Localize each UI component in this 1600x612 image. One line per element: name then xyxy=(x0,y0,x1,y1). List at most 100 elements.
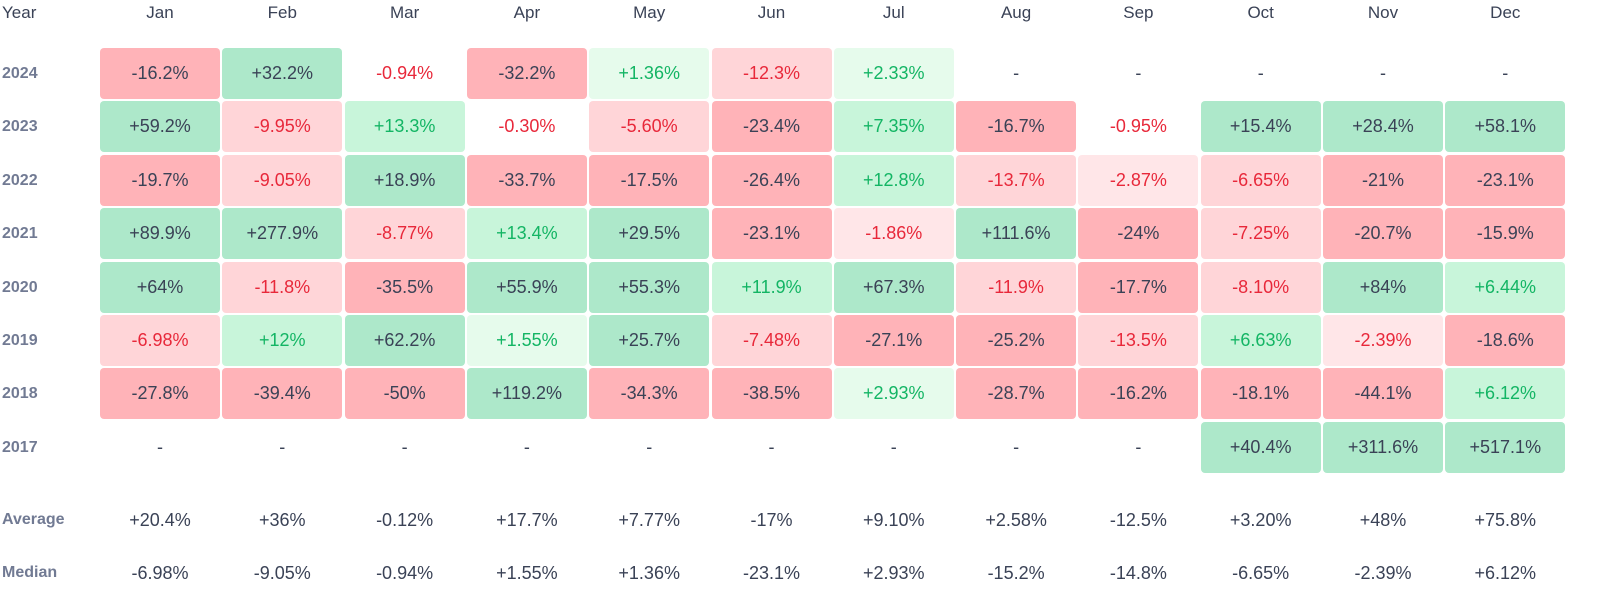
month-header-dec: Dec xyxy=(1490,3,1521,22)
return-cell-2017-jun: - xyxy=(768,436,775,457)
return-cell-2019-jun: -7.48% xyxy=(711,315,832,366)
return-cell-2018-feb: -39.4% xyxy=(222,368,343,420)
return-cell-2019-apr: +1.55% xyxy=(466,315,587,366)
return-cell-2020-jul: +67.3% xyxy=(833,261,954,313)
return-cell-2017-oct: +40.4% xyxy=(1200,421,1321,473)
median-value-jul: +2.93% xyxy=(863,563,925,583)
return-cell-2024-nov: - xyxy=(1380,63,1386,83)
return-cell-2023-sep: -0.95% xyxy=(1109,116,1167,137)
return-cell-2019-sep: -13.5% xyxy=(1078,315,1199,366)
median-value-dec: +6.12% xyxy=(1474,563,1537,583)
return-cell-2019-aug: -25.2% xyxy=(956,315,1077,366)
return-cell-2021-mar: -8.77% xyxy=(344,208,465,260)
return-cell-2023-jan: +59.2% xyxy=(100,101,220,153)
return-cell-2021-jul: -1.86% xyxy=(833,208,954,260)
return-cell-2021-may: +29.5% xyxy=(589,208,710,260)
return-cell-2020-aug: -11.9% xyxy=(956,261,1077,313)
return-cell-2019-mar: +62.2% xyxy=(344,315,465,366)
median-value-nov: -2.39% xyxy=(1354,563,1412,583)
average-value-jul: +9.10% xyxy=(863,510,925,530)
median-value-aug: -15.2% xyxy=(987,563,1045,583)
month-header-aug: Aug xyxy=(1000,3,1032,22)
average-value-mar: -0.12% xyxy=(376,510,434,530)
month-header-apr: Apr xyxy=(513,3,541,22)
return-cell-2020-may: +55.3% xyxy=(589,261,710,313)
average-value-jan: +20.4% xyxy=(129,510,191,530)
return-cell-2022-oct: -6.65% xyxy=(1200,154,1321,206)
year-label-2017: 2017 xyxy=(2,438,38,456)
year-label-2018: 2018 xyxy=(2,385,38,403)
return-cell-2019-jan: -6.98% xyxy=(100,315,220,366)
average-value-dec: +75.8% xyxy=(1474,510,1537,530)
month-header-mar: Mar xyxy=(389,3,420,22)
return-cell-2021-jun: -23.1% xyxy=(711,208,832,260)
return-cell-2017-aug: - xyxy=(1013,436,1020,457)
return-cell-2020-nov: +84% xyxy=(1323,261,1443,313)
return-cell-2024-jul: +2.33% xyxy=(833,48,954,99)
return-cell-2022-aug: -13.7% xyxy=(956,154,1077,206)
return-cell-2023-oct: +15.4% xyxy=(1200,101,1321,153)
return-cell-2017-jan: - xyxy=(157,436,163,457)
median-value-sep: -14.8% xyxy=(1109,563,1167,583)
return-cell-2023-aug: -16.7% xyxy=(956,101,1077,153)
average-value-oct: +3.20% xyxy=(1229,510,1292,530)
return-cell-2022-mar: +18.9% xyxy=(344,154,465,206)
return-cell-2020-jan: +64% xyxy=(100,261,220,313)
average-value-aug: +2.58% xyxy=(985,510,1047,530)
return-cell-2020-sep: -17.7% xyxy=(1078,261,1199,313)
return-cell-2019-nov: -2.39% xyxy=(1323,315,1443,366)
return-cell-2018-apr: +119.2% xyxy=(466,368,587,420)
return-cell-2022-may: -17.5% xyxy=(589,154,710,206)
return-cell-2021-dec: -15.9% xyxy=(1445,208,1566,260)
median-value-feb: -9.05% xyxy=(253,563,311,583)
return-cell-2018-mar: -50% xyxy=(344,368,465,420)
return-cell-2020-mar: -35.5% xyxy=(344,261,465,313)
return-cell-2024-sep: - xyxy=(1135,63,1142,83)
return-cell-2019-oct: +6.63% xyxy=(1200,315,1321,366)
average-value-jun: -17% xyxy=(750,510,793,530)
median-value-jun: -23.1% xyxy=(742,563,801,583)
return-cell-2017-jul: - xyxy=(890,436,897,457)
year-label-2023: 2023 xyxy=(2,118,38,136)
month-header-may: May xyxy=(633,3,666,22)
return-cell-2024-aug: - xyxy=(1013,63,1020,83)
year-label-2019: 2019 xyxy=(2,332,38,349)
return-cell-2017-sep: - xyxy=(1135,436,1142,457)
return-cell-2023-apr: -0.30% xyxy=(498,116,556,137)
month-header-jan: Jan xyxy=(146,3,174,22)
return-cell-2022-jul: +12.8% xyxy=(833,154,954,206)
return-cell-2024-feb: +32.2% xyxy=(222,48,343,99)
return-cell-2018-dec: +6.12% xyxy=(1445,368,1566,420)
return-cell-2023-may: -5.60% xyxy=(589,101,710,153)
median-value-apr: +1.55% xyxy=(496,563,558,583)
return-cell-2018-sep: -16.2% xyxy=(1078,368,1199,420)
return-cell-2019-dec: -18.6% xyxy=(1445,315,1566,366)
return-cell-2018-may: -34.3% xyxy=(589,368,710,420)
return-cell-2023-nov: +28.4% xyxy=(1323,101,1443,153)
return-cell-2023-mar: +13.3% xyxy=(344,101,465,153)
return-cell-2024-may: +1.36% xyxy=(589,48,710,99)
return-cell-2024-mar: -0.94% xyxy=(376,63,434,83)
year-label-2022: 2022 xyxy=(2,171,38,189)
return-cell-2021-nov: -20.7% xyxy=(1323,208,1443,260)
return-cell-2021-feb: +277.9% xyxy=(222,208,343,260)
return-cell-2024-apr: -32.2% xyxy=(466,48,587,99)
median-value-oct: -6.65% xyxy=(1232,563,1290,583)
return-cell-2024-oct: - xyxy=(1257,63,1264,83)
return-cell-2018-oct: -18.1% xyxy=(1200,368,1321,420)
return-cell-2024-dec: - xyxy=(1502,63,1509,83)
return-cell-2022-dec: -23.1% xyxy=(1445,154,1566,206)
return-cell-2021-oct: -7.25% xyxy=(1200,208,1321,260)
return-cell-2020-apr: +55.9% xyxy=(466,261,587,313)
return-cell-2024-jun: -12.3% xyxy=(711,48,832,99)
year-column-header: Year xyxy=(2,3,37,22)
return-cell-2019-jul: -27.1% xyxy=(833,315,954,366)
median-value-may: +1.36% xyxy=(618,563,680,583)
return-cell-2017-may: - xyxy=(646,436,653,457)
year-label-2020: 2020 xyxy=(2,278,38,296)
median-value-jan: -6.98% xyxy=(131,563,189,583)
return-cell-2022-apr: -33.7% xyxy=(466,154,587,206)
average-value-nov: +48% xyxy=(1359,510,1407,530)
average-row-label: Average xyxy=(2,511,65,528)
